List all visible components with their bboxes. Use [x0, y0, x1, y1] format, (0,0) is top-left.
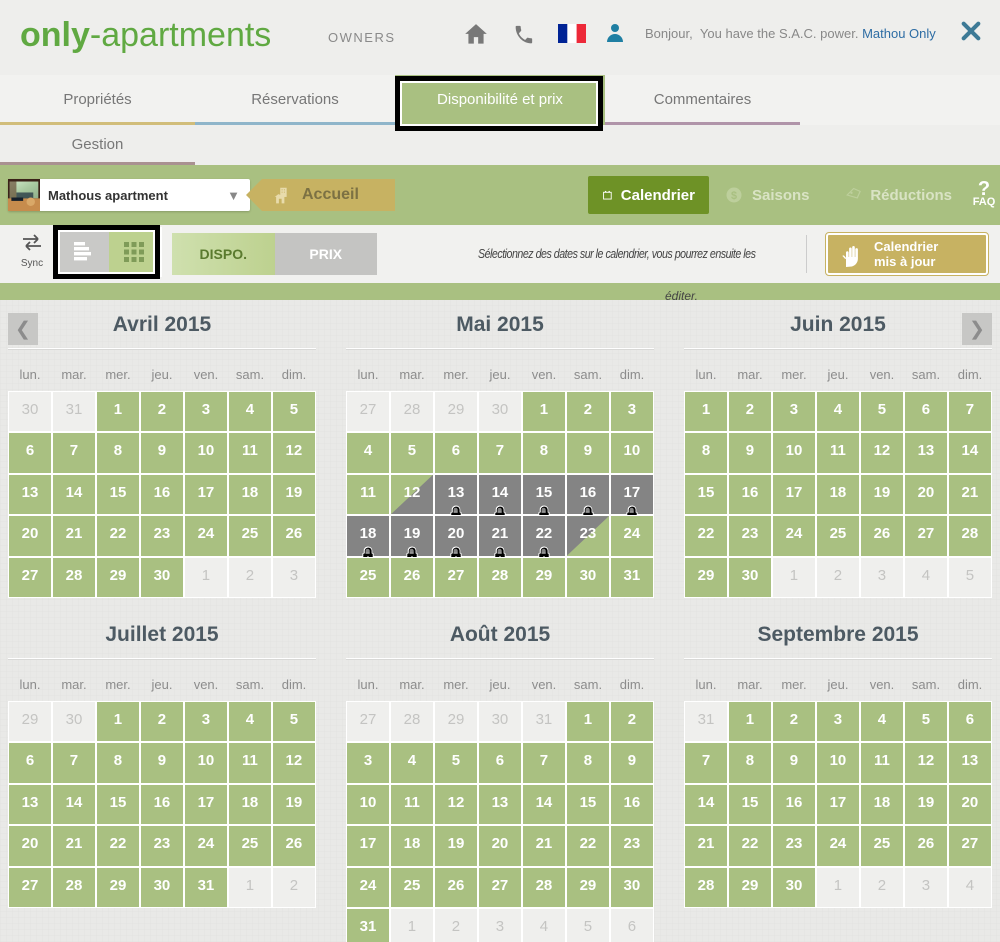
svg-text:$: $: [731, 190, 737, 202]
